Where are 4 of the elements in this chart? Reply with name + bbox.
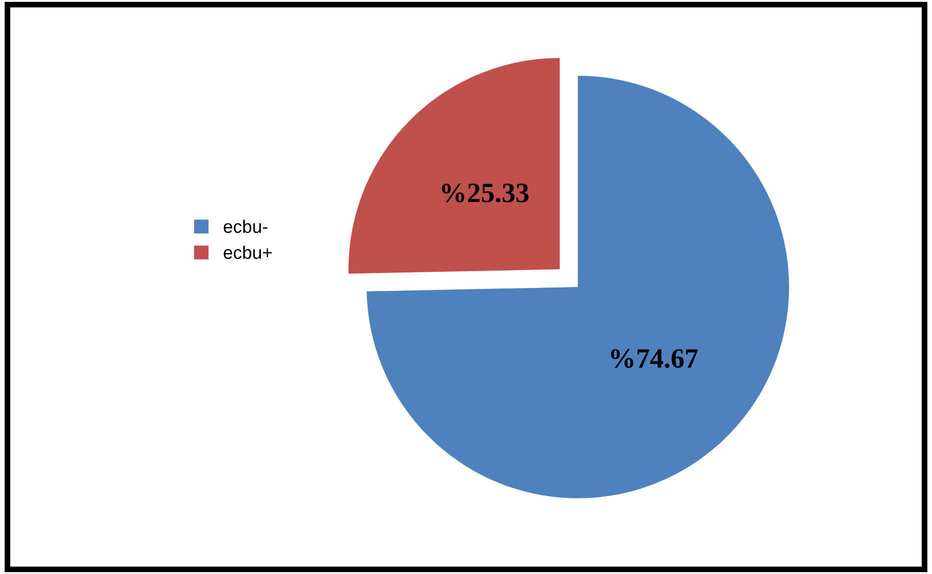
legend-label: ecbu+ (224, 246, 272, 259)
legend-label: ecbu- (224, 220, 268, 233)
data-label: %74.67 (611, 349, 698, 368)
data-label: %25.33 (442, 184, 528, 202)
